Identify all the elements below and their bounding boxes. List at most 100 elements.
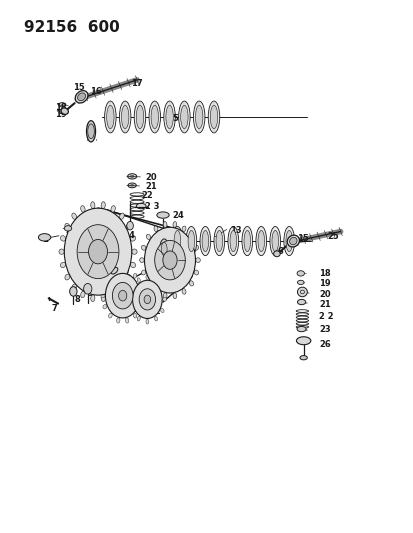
Ellipse shape — [65, 223, 70, 229]
Ellipse shape — [163, 293, 166, 298]
Ellipse shape — [138, 304, 142, 309]
Ellipse shape — [163, 222, 166, 228]
Ellipse shape — [255, 227, 266, 256]
Ellipse shape — [160, 286, 164, 290]
Ellipse shape — [108, 313, 112, 318]
Circle shape — [77, 225, 119, 279]
Text: 10: 10 — [115, 268, 127, 276]
Ellipse shape — [216, 230, 222, 252]
Ellipse shape — [139, 258, 144, 263]
Ellipse shape — [157, 212, 169, 218]
Ellipse shape — [140, 294, 144, 298]
Text: 15: 15 — [73, 83, 85, 92]
Text: 19: 19 — [318, 279, 330, 288]
Ellipse shape — [38, 233, 51, 241]
Ellipse shape — [297, 280, 303, 285]
Text: 11: 11 — [126, 305, 138, 314]
Text: 13: 13 — [229, 226, 241, 235]
Ellipse shape — [194, 270, 198, 275]
Ellipse shape — [299, 356, 306, 360]
Ellipse shape — [173, 222, 176, 228]
Text: 7: 7 — [52, 304, 57, 313]
Text: 6: 6 — [88, 128, 93, 138]
Text: 16: 16 — [90, 87, 101, 96]
Ellipse shape — [269, 227, 280, 256]
Text: 14: 14 — [168, 247, 179, 256]
Ellipse shape — [136, 106, 143, 128]
Ellipse shape — [65, 274, 70, 280]
Ellipse shape — [149, 101, 160, 133]
Ellipse shape — [273, 251, 280, 257]
Ellipse shape — [81, 291, 85, 298]
Ellipse shape — [138, 282, 142, 287]
Circle shape — [64, 208, 131, 295]
Ellipse shape — [101, 294, 105, 298]
Ellipse shape — [141, 245, 145, 250]
Ellipse shape — [154, 289, 157, 294]
Text: 26: 26 — [318, 340, 330, 349]
Ellipse shape — [59, 111, 65, 114]
Circle shape — [126, 221, 133, 230]
Circle shape — [112, 282, 133, 309]
Ellipse shape — [126, 223, 131, 229]
Ellipse shape — [180, 106, 188, 128]
Text: 23: 23 — [318, 325, 330, 334]
Ellipse shape — [127, 174, 136, 179]
Text: 8: 8 — [74, 295, 80, 304]
Ellipse shape — [141, 270, 145, 275]
Ellipse shape — [285, 230, 292, 252]
Ellipse shape — [188, 230, 194, 252]
Ellipse shape — [130, 262, 135, 268]
Ellipse shape — [111, 206, 115, 212]
Ellipse shape — [101, 202, 105, 208]
Circle shape — [144, 295, 150, 304]
Ellipse shape — [119, 213, 124, 219]
Ellipse shape — [111, 268, 118, 274]
Ellipse shape — [128, 297, 132, 301]
Ellipse shape — [146, 235, 150, 239]
Ellipse shape — [182, 226, 185, 232]
Ellipse shape — [103, 282, 107, 287]
Ellipse shape — [75, 91, 88, 103]
Ellipse shape — [126, 274, 131, 280]
Ellipse shape — [107, 106, 114, 128]
Ellipse shape — [145, 274, 148, 279]
Circle shape — [139, 289, 155, 310]
Ellipse shape — [72, 213, 76, 219]
Text: 2: 2 — [65, 226, 71, 235]
Ellipse shape — [243, 230, 250, 252]
Ellipse shape — [195, 106, 202, 128]
Text: 9: 9 — [88, 288, 93, 297]
Ellipse shape — [189, 235, 193, 239]
Text: 17: 17 — [131, 79, 142, 88]
Ellipse shape — [77, 93, 85, 101]
Ellipse shape — [271, 230, 278, 252]
Ellipse shape — [166, 106, 173, 128]
Ellipse shape — [108, 273, 112, 278]
Ellipse shape — [119, 284, 124, 290]
Circle shape — [83, 284, 92, 294]
Ellipse shape — [297, 300, 305, 305]
Ellipse shape — [289, 237, 296, 245]
Ellipse shape — [154, 317, 157, 321]
Ellipse shape — [101, 295, 105, 302]
Ellipse shape — [111, 291, 115, 298]
Ellipse shape — [103, 304, 107, 309]
Ellipse shape — [81, 206, 85, 212]
Ellipse shape — [297, 271, 304, 276]
Ellipse shape — [130, 236, 135, 241]
Text: 92156  600: 92156 600 — [24, 20, 119, 35]
Ellipse shape — [182, 289, 185, 294]
Ellipse shape — [136, 204, 146, 209]
Ellipse shape — [131, 249, 137, 254]
Text: 18: 18 — [55, 103, 66, 112]
Ellipse shape — [104, 101, 116, 133]
Ellipse shape — [193, 101, 204, 133]
Ellipse shape — [128, 183, 136, 188]
Ellipse shape — [116, 318, 120, 323]
Ellipse shape — [287, 235, 299, 247]
Ellipse shape — [189, 281, 193, 286]
Circle shape — [154, 240, 185, 280]
Text: 3: 3 — [92, 224, 97, 233]
Text: 20: 20 — [145, 173, 157, 182]
